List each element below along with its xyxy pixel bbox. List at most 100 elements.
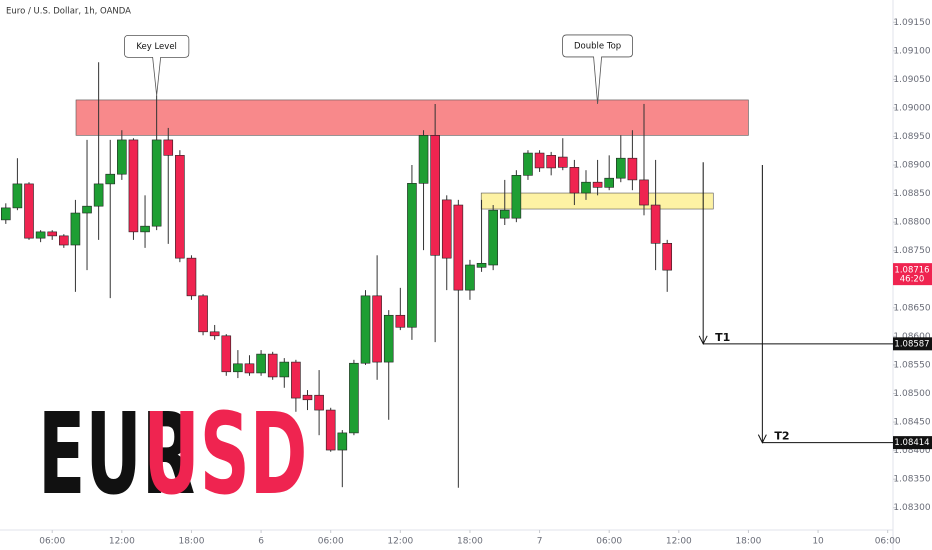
y-tick-label: 1.08950 (893, 132, 930, 142)
candle-body (128, 139, 139, 233)
candle-body (302, 394, 313, 401)
x-tick-label: 12:00 (109, 537, 135, 547)
candle-body (59, 235, 69, 246)
x-tick-label: 06:00 (596, 537, 622, 547)
candle-body (256, 353, 266, 374)
y-tick-label: 1.08850 (893, 189, 930, 199)
y-tick-label: 1.08750 (893, 246, 930, 256)
x-tick-label: 18:00 (457, 537, 483, 547)
candle-body (650, 204, 661, 244)
candle-body (639, 179, 649, 206)
candle-body (47, 231, 58, 237)
zone (75, 99, 749, 136)
candle-body (337, 432, 348, 451)
candle-body (488, 209, 498, 266)
y-tick-label: 1.08550 (893, 360, 930, 370)
x-tick-label: 6 (258, 537, 264, 547)
y-tick-label: 1.08300 (893, 503, 930, 513)
candle-body (233, 363, 243, 373)
candle-body (279, 361, 290, 378)
y-tick-label: 1.08650 (893, 303, 930, 313)
candle-body (418, 135, 429, 184)
x-tick-label: 12:00 (387, 537, 413, 547)
candle-body (35, 231, 46, 239)
candle-body (615, 157, 626, 179)
callout-label: Key Level (136, 42, 177, 52)
y-tick-label: 1.09050 (893, 75, 930, 85)
candle-body (511, 175, 522, 219)
y-tick-label: 1.08400 (893, 446, 930, 456)
candle-body (395, 314, 406, 328)
candle-body (476, 262, 487, 268)
y-tick-label: 1.08450 (893, 418, 930, 428)
candle-body (592, 181, 603, 188)
candle-body (372, 295, 382, 363)
candle-body (430, 135, 440, 256)
x-tick-label: 7 (537, 537, 543, 547)
candle-body (360, 295, 371, 364)
last-price: 1.08716 (894, 266, 929, 276)
candle-body (24, 183, 34, 239)
candle-body (175, 155, 185, 259)
price-tag-label: 1.08587 (894, 339, 929, 349)
y-tick-label: 1.09100 (893, 46, 930, 56)
callout (562, 34, 633, 104)
candle-body (117, 139, 127, 175)
x-tick-label: 18:00 (178, 537, 204, 547)
candle-body (163, 139, 174, 156)
price-tag (893, 337, 932, 351)
candle-body (453, 204, 464, 291)
target-name: T2 (774, 430, 789, 443)
candle-body (209, 331, 220, 337)
candle-body (407, 183, 417, 328)
callout (124, 34, 190, 96)
callout-label: Double Top (574, 41, 621, 51)
candle-body (291, 361, 301, 399)
candle-body (604, 177, 614, 188)
x-tick-label: 12:00 (666, 537, 692, 547)
candle-body (627, 157, 638, 181)
candle-body (581, 181, 591, 194)
candle-body (140, 225, 150, 233)
price-tag (893, 436, 932, 450)
candle-body (105, 173, 116, 185)
price-tag-label: 1.08414 (894, 438, 929, 448)
candle-body (267, 353, 278, 378)
x-tick-label: 18:00 (735, 537, 761, 547)
candle-body (349, 362, 359, 434)
x-tick-label: 10 (812, 537, 824, 547)
candle-body (151, 139, 162, 227)
candle-body (441, 199, 452, 259)
candle-body (70, 212, 81, 246)
x-tick-label: 06:00 (39, 537, 65, 547)
y-tick-label: 1.08500 (893, 389, 930, 399)
candle-body (1, 207, 11, 221)
candle-body (534, 152, 545, 169)
y-tick-label: 1.08800 (893, 218, 930, 228)
candle-body (186, 257, 197, 297)
brand-eur: EUR (38, 390, 195, 520)
x-tick-label: 06:00 (875, 537, 901, 547)
y-tick-label: 1.08600 (893, 332, 930, 342)
candle-body (546, 155, 556, 169)
target-name: T1 (715, 331, 730, 344)
candle-body (499, 209, 510, 219)
candle-body (93, 183, 104, 207)
candle-body (244, 363, 255, 374)
candle-body (12, 183, 23, 209)
target-arrow (698, 335, 708, 345)
x-tick-label: 06:00 (318, 537, 344, 547)
candle-body (523, 152, 533, 176)
candle-body (221, 335, 232, 373)
candle-body (325, 409, 336, 451)
y-tick-label: 1.09150 (893, 18, 930, 28)
y-tick-label: 1.08900 (893, 161, 930, 171)
candle-body (569, 167, 580, 194)
y-tick-label: 1.08350 (893, 475, 930, 485)
candle-body (314, 394, 324, 411)
candle-body (82, 205, 92, 214)
candle-body (383, 314, 394, 363)
brand-usd: USD (143, 390, 307, 520)
